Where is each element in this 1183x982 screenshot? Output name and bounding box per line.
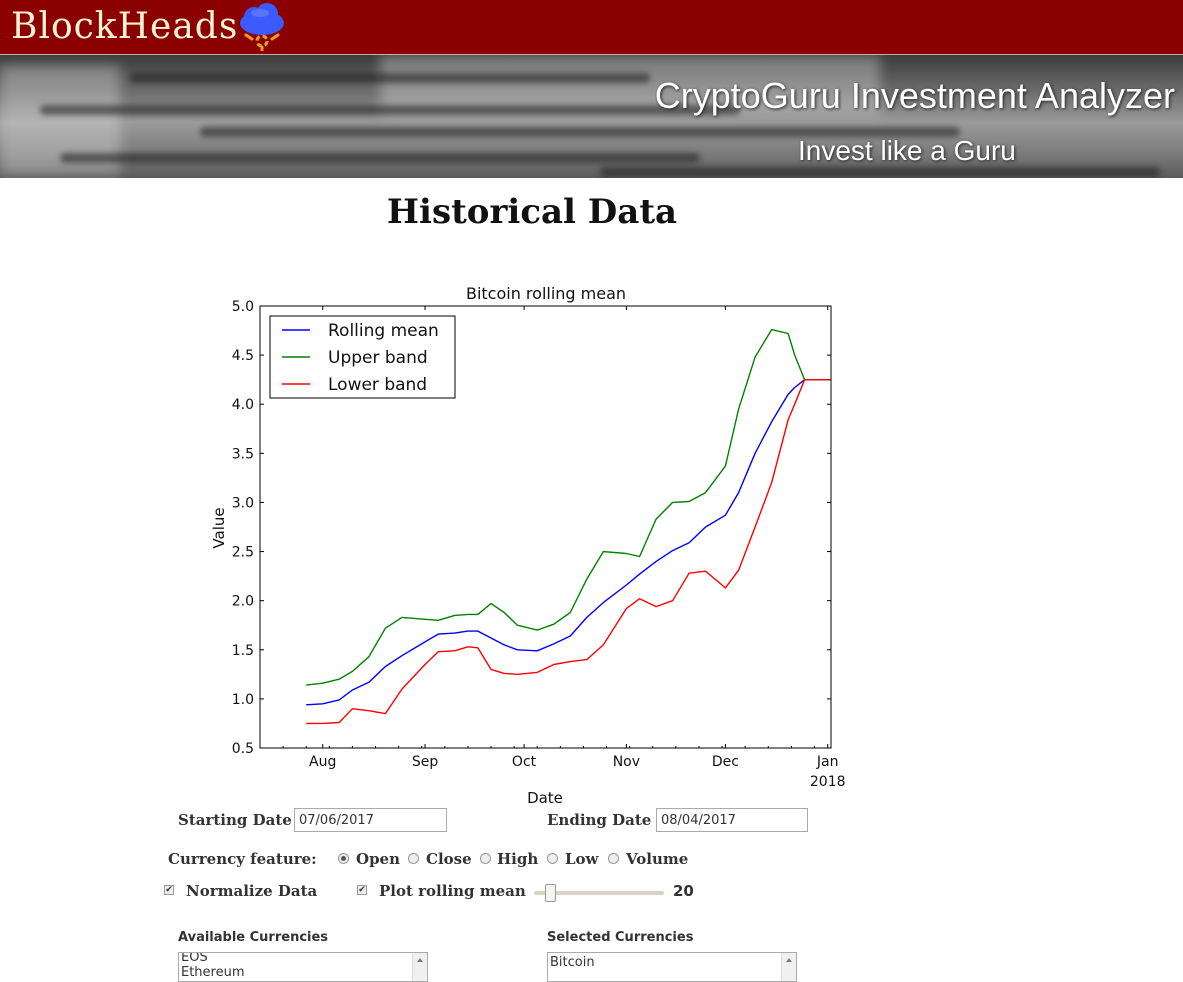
y-tick-label: 2.0	[232, 594, 254, 610]
y-tick-label: 1.0	[232, 692, 254, 708]
series-line-lower-band	[306, 378, 831, 725]
window-slider-handle[interactable]	[545, 884, 556, 902]
list-item[interactable]: EOS	[181, 952, 208, 965]
chart-title: Bitcoin rolling mean	[466, 284, 626, 303]
rolling-mean-label: Plot rolling mean	[379, 882, 526, 900]
selected-currencies-list[interactable]: Bitcoin	[547, 952, 797, 982]
radio-high-label: High	[497, 850, 539, 868]
plot-frame	[259, 305, 832, 749]
y-axis-label: Value	[210, 507, 228, 548]
end-date-input[interactable]	[656, 808, 808, 832]
y-tick-label: 2.5	[232, 545, 254, 561]
list-item[interactable]: Ethereum	[181, 965, 245, 980]
y-tick-label: 0.5	[232, 741, 254, 757]
y-tick-label: 3.5	[232, 446, 254, 462]
x-tick-label: Sep	[412, 754, 439, 770]
end-date-label: Ending Date	[547, 811, 652, 829]
x-axis-label: Date	[527, 789, 563, 807]
hero-title: CryptoGuru Investment Analyzer	[654, 75, 1175, 116]
legend-label: Upper band	[328, 348, 428, 368]
series-line-rolling-mean	[306, 378, 831, 706]
normalize-checkbox[interactable]: ✔	[164, 885, 174, 895]
start-date-label: Starting Date	[178, 811, 292, 829]
radio-volume[interactable]	[608, 853, 619, 864]
brand-name[interactable]: BlockHeads	[11, 6, 239, 47]
radio-low[interactable]	[547, 853, 558, 864]
available-currencies-list[interactable]: EOS Ethereum	[178, 952, 428, 982]
chart-legend: Rolling mean Upper band Lower band	[269, 315, 456, 399]
radio-low-label: Low	[565, 850, 599, 868]
rolling-mean-checkbox[interactable]: ✔	[357, 885, 367, 895]
page-title: Historical Data	[386, 192, 678, 232]
radio-open[interactable]	[338, 853, 349, 864]
x-tick-label: Nov	[613, 754, 640, 770]
list-scrollbar[interactable]	[412, 953, 427, 981]
available-currencies-label: Available Currencies	[178, 930, 329, 945]
y-tick-label: 4.0	[232, 397, 254, 413]
radio-open-label: Open	[356, 850, 401, 868]
x-tick-label: Oct	[512, 754, 537, 770]
y-tick-label: 5.0	[232, 299, 254, 315]
selected-currencies-label: Selected Currencies	[547, 930, 694, 945]
radio-close-label: Close	[426, 850, 472, 868]
x-tick-label: Jan	[816, 754, 839, 770]
rolling-mean-chart: Bitcoin rolling mean Date Value 0.5 1.0 1.…	[210, 284, 846, 807]
list-scrollbar[interactable]	[781, 953, 796, 981]
y-tick-label: 4.5	[232, 348, 254, 364]
x-tick-label: Aug	[309, 754, 336, 770]
currency-feature-label: Currency feature:	[168, 850, 317, 868]
normalize-label: Normalize Data	[186, 882, 318, 900]
cloud-bitcoin-icon	[240, 3, 284, 51]
hero-banner: CryptoGuru Investment Analyzer Invest li…	[0, 54, 1183, 178]
window-slider-track[interactable]	[534, 891, 664, 895]
radio-close[interactable]	[408, 853, 419, 864]
start-date-input[interactable]	[294, 808, 447, 832]
legend-label: Lower band	[328, 375, 427, 395]
x-tick-label: Dec	[712, 754, 739, 770]
radio-high[interactable]	[480, 853, 491, 864]
y-tick-label: 1.5	[232, 643, 254, 659]
window-slider-value: 20	[673, 882, 694, 900]
list-item[interactable]: Bitcoin	[550, 955, 595, 970]
hero-subtitle: Invest like a Guru	[798, 135, 1016, 166]
top-bar: BlockHeads	[0, 0, 1183, 54]
legend-label: Rolling mean	[328, 321, 439, 341]
series-line-upper-band	[306, 328, 831, 686]
y-tick-label: 3.0	[232, 495, 254, 511]
radio-volume-label: Volume	[626, 850, 689, 868]
x-tick-sublabel: 2018	[810, 774, 846, 790]
